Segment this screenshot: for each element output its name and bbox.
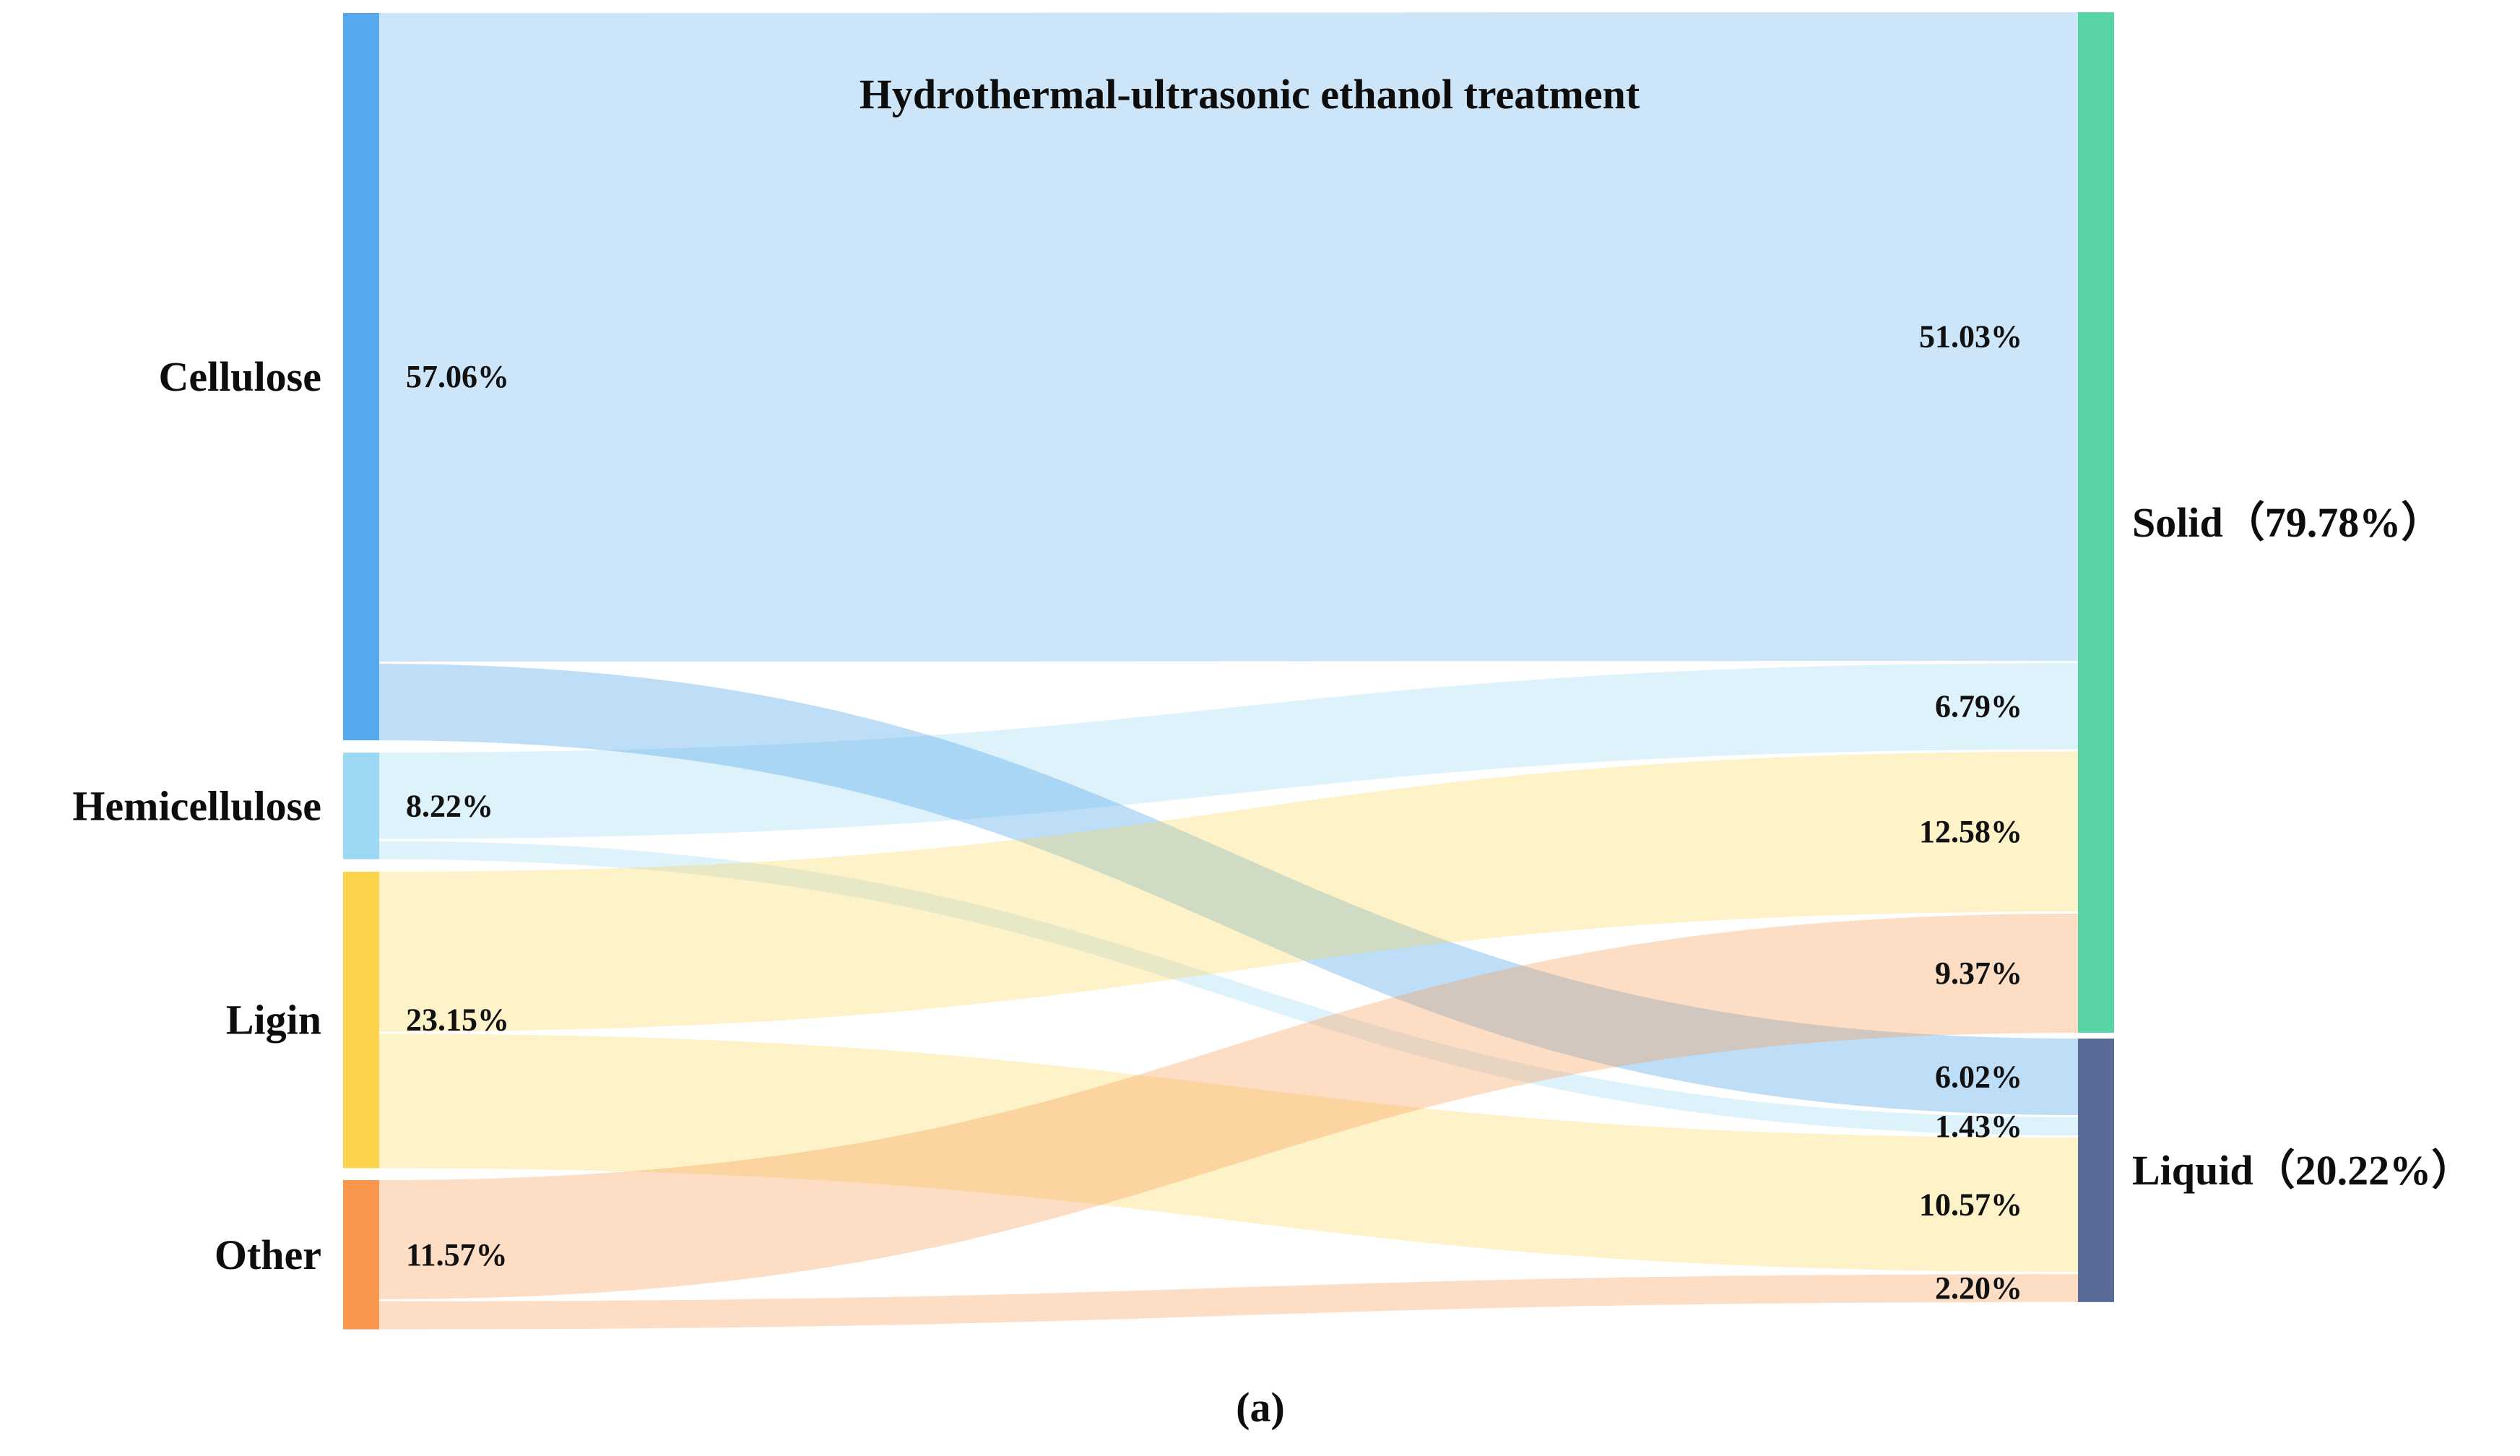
flow-value-label-other-liquid: 2.20%: [1935, 1270, 2022, 1306]
flow-value-label-cellulose-liquid: 6.02%: [1935, 1059, 2022, 1094]
sankey-flow-ligin-solid: [379, 751, 2078, 1032]
sankey-node-liquid: [2078, 1039, 2114, 1302]
sankey-node-ligin: [343, 872, 379, 1169]
sankey-node-solid: [2078, 12, 2114, 1033]
figure-caption: (a): [1236, 1384, 1285, 1431]
sankey-flow-other-liquid: [379, 1274, 2078, 1330]
sankey-nodes: [343, 12, 2114, 1330]
flow-value-label-hemicellulose-solid: 6.79%: [1935, 688, 2022, 724]
node-label-cellulose: Cellulose: [158, 353, 321, 400]
node-total-label-ligin: 23.15%: [406, 1002, 509, 1038]
sankey-node-other: [343, 1180, 379, 1330]
node-label-hemicellulose: Hemicellulose: [72, 782, 321, 829]
flow-value-label-cellulose-solid: 51.03%: [1919, 319, 2022, 355]
node-total-label-hemicellulose: 8.22%: [406, 788, 493, 823]
sankey-flow-other-solid: [379, 914, 2078, 1299]
sankey-flow-hemicellulose-liquid: [379, 841, 2078, 1136]
node-label-solid: Solid（79.78%）: [2132, 499, 2443, 546]
node-label-ligin: Ligin: [226, 997, 321, 1044]
node-label-liquid: Liquid（20.22%）: [2132, 1147, 2473, 1194]
sankey-flows: [379, 12, 2078, 1330]
sankey-flow-cellulose-liquid: [379, 664, 2078, 1115]
sankey-flow-ligin-liquid: [379, 1034, 2078, 1273]
sankey-node-hemicellulose: [343, 753, 379, 859]
flow-value-label-hemicellulose-liquid: 1.43%: [1935, 1109, 2022, 1144]
node-total-label-other: 11.57%: [406, 1237, 508, 1273]
sankey-node-cellulose: [343, 13, 379, 741]
flow-value-label-ligin-liquid: 10.57%: [1919, 1187, 2022, 1223]
sankey-flow-hemicellulose-solid: [379, 663, 2078, 839]
chart-title: Hydrothermal-ultrasonic ethanol treatmen…: [860, 71, 1640, 118]
node-total-label-cellulose: 57.06%: [406, 359, 509, 394]
sankey-labels: Cellulose 57.06% Hemicellulose 8.22% Ligin 23…: [72, 319, 2473, 1306]
sankey-flow-cellulose-solid: [379, 12, 2078, 662]
flow-value-label-ligin-solid: 12.58%: [1919, 814, 2022, 849]
flow-value-label-other-solid: 9.37%: [1935, 956, 2022, 991]
node-label-other: Other: [215, 1231, 321, 1278]
